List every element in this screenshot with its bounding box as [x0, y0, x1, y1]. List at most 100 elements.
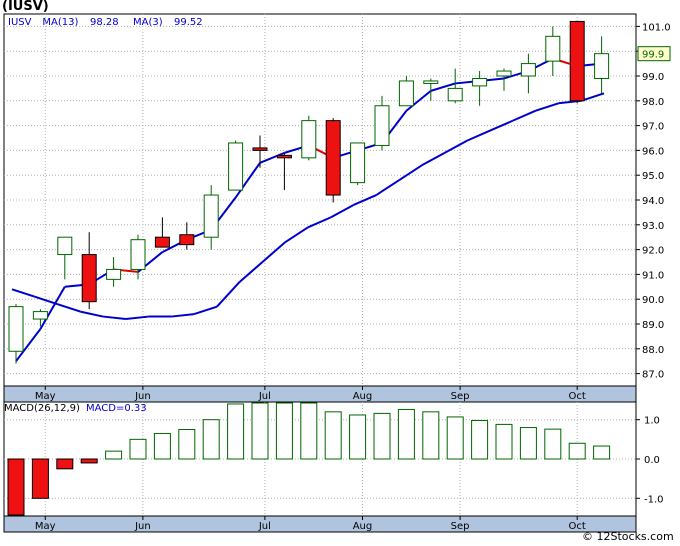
candle-body — [472, 77, 488, 87]
ma13-segment — [512, 109, 537, 122]
macd-bar — [495, 423, 513, 460]
ma13-segment — [375, 179, 400, 196]
ma13-segment — [34, 295, 58, 306]
macd-bar — [227, 403, 245, 460]
legend-item: MA(3) — [133, 17, 163, 28]
price-tick-label: 96.0 — [642, 146, 664, 157]
candle-body — [325, 120, 341, 196]
ma13-segment — [216, 281, 241, 308]
x-tick-label: Oct — [569, 391, 586, 402]
macd-x-band — [3, 515, 637, 533]
macd-bar — [397, 408, 415, 460]
candle-body — [32, 311, 48, 320]
price-tick-label: 91.0 — [642, 270, 664, 281]
x-tick-label: Aug — [353, 391, 373, 402]
x-tick-label: Jun — [134, 391, 151, 402]
price-tick-label: 101.0 — [642, 22, 671, 33]
ma13-segment — [80, 310, 104, 318]
macd-bar — [568, 442, 586, 460]
candle-body — [154, 236, 170, 248]
candle — [130, 234, 146, 280]
candle — [545, 26, 561, 76]
candle — [57, 236, 73, 280]
candle — [32, 309, 48, 327]
legend-value: 98.28 — [90, 17, 119, 28]
candle — [472, 71, 488, 106]
macd-bar — [202, 419, 220, 460]
price-tick-label: 90.0 — [642, 295, 664, 306]
candle — [594, 36, 610, 94]
ma3-segment — [405, 90, 432, 112]
macd-x-tick-label: May — [35, 521, 56, 532]
candle-body — [496, 70, 512, 77]
macd-tick-label: -1.0 — [644, 494, 664, 505]
ma13-segment — [535, 102, 559, 112]
candle — [569, 20, 585, 104]
ma13-segment — [466, 129, 491, 142]
legend-value: 99.52 — [174, 17, 203, 28]
macd-tick-label: 0.0 — [644, 455, 660, 466]
macd-legend-title: MACD(26,12,9) — [4, 403, 80, 414]
macd-bar — [31, 458, 49, 499]
macd-bar — [593, 445, 611, 460]
price-tick-label: 98.0 — [642, 97, 664, 108]
macd-x-tick-label: Oct — [569, 521, 586, 532]
ma13-segment — [489, 119, 514, 132]
candle — [325, 118, 341, 203]
price-axis: 101.0100.099.098.097.096.095.094.093.092… — [636, 22, 671, 381]
ma13-segment — [330, 204, 355, 219]
macd-bar — [275, 402, 293, 460]
candle-body — [276, 154, 292, 159]
ma13-segment — [57, 303, 81, 313]
candle-body — [423, 80, 439, 84]
candle — [520, 53, 536, 94]
candle — [106, 257, 122, 287]
candle-body — [545, 35, 561, 62]
ma13-segment — [102, 315, 126, 321]
ma13-segment — [11, 288, 36, 298]
ma13-segment — [421, 152, 446, 167]
price-tick-label: 88.0 — [642, 345, 664, 356]
price-tick-label: 97.0 — [642, 122, 664, 133]
macd-bar — [300, 402, 318, 460]
candle-body — [301, 120, 317, 159]
price-tick-label: 99.0 — [642, 72, 664, 83]
candle-body — [228, 142, 244, 191]
macd-bar — [422, 411, 440, 460]
macd-bar — [153, 432, 171, 460]
candle-body — [8, 306, 24, 352]
ma13-segment — [444, 139, 468, 154]
candle — [8, 304, 24, 364]
macd-bar — [519, 427, 537, 460]
candle-body — [569, 20, 585, 102]
ma13-segment — [125, 315, 149, 321]
macd-bars — [7, 402, 611, 516]
candle — [179, 222, 195, 250]
ma13-segment — [171, 313, 195, 318]
macd-bar — [251, 402, 269, 460]
macd-bar — [471, 419, 489, 460]
candle — [301, 115, 317, 161]
price-tick-label: 95.0 — [642, 171, 664, 182]
candle — [154, 217, 170, 248]
x-tick-label: May — [35, 391, 56, 402]
candle — [398, 76, 414, 107]
last-price-label: 99.9 — [642, 50, 664, 61]
candle — [374, 95, 390, 151]
candle-body — [447, 87, 463, 102]
ma13-segment — [353, 194, 377, 206]
ma13-segment — [193, 305, 218, 316]
macd-x-tick-label: Aug — [353, 521, 373, 532]
ma3-segment — [259, 151, 285, 164]
candle — [447, 68, 463, 104]
credit-text: © 12Stocks.com — [582, 530, 674, 543]
candle — [276, 152, 292, 191]
macd-x-tick-label: Jun — [134, 521, 151, 532]
candle-body — [520, 63, 536, 77]
candle — [252, 135, 268, 168]
candle — [81, 232, 97, 310]
macd-legend-name: MACD=0.33 — [86, 403, 147, 414]
macd-x-tick-label: Jul — [258, 521, 271, 532]
price-x-axis: May Jun Jul Aug Sep Oct — [3, 385, 637, 403]
